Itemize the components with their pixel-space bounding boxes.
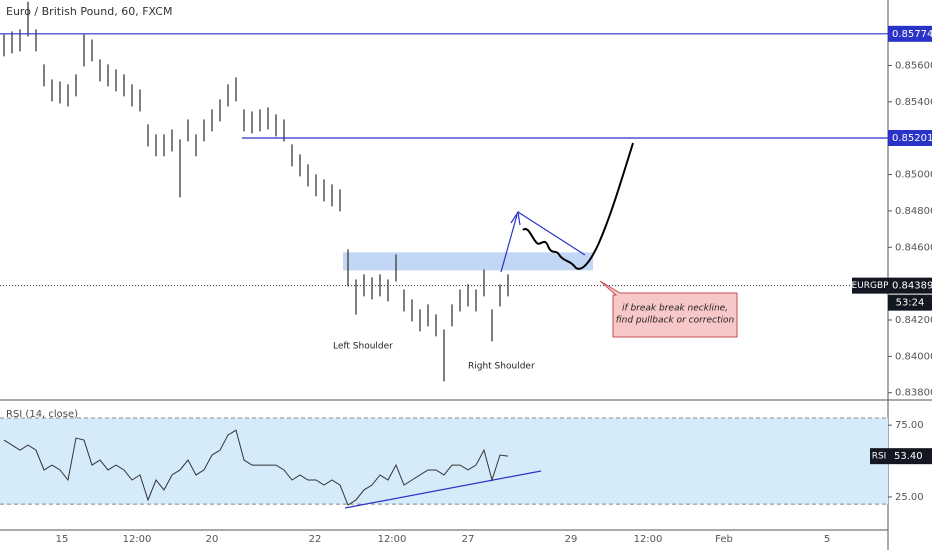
x-tick-label: 12:00	[378, 534, 407, 545]
rsi-name-badge	[870, 448, 888, 465]
annotation: Left Shoulder	[333, 342, 393, 352]
callout-text: find pullback or correction	[616, 316, 735, 326]
callout-text: if break break neckline,	[622, 304, 728, 314]
x-tick-label: 12:00	[634, 534, 663, 545]
y-tick-label: 75.00	[895, 420, 924, 431]
rsi-name: RSI	[872, 452, 887, 462]
rsi-last-label: 53.40	[894, 451, 923, 462]
x-tick-label: 27	[462, 534, 475, 545]
symbol-label: EURGBP	[851, 281, 889, 291]
x-tick-label: 15	[56, 534, 69, 545]
projection-path	[522, 142, 634, 270]
x-tick-label: 29	[565, 534, 578, 545]
level-label: 0.85774	[892, 29, 932, 40]
symbol-badge	[852, 277, 888, 294]
rsi-trend-line	[344, 470, 542, 509]
annotation: Right Shoulder	[468, 362, 535, 372]
level-label: 0.85201	[892, 133, 932, 144]
neckline-zone	[343, 252, 593, 271]
x-tick-label: Feb	[715, 534, 733, 545]
rsi-title: RSI (14, close)	[6, 409, 78, 420]
y-tick-label: 25.00	[895, 492, 924, 503]
x-tick-label: 22	[309, 534, 322, 545]
level-badge	[888, 25, 932, 42]
countdown-badge	[888, 294, 932, 311]
countdown-label: 53:24	[896, 298, 925, 309]
drawn-arrow	[500, 214, 518, 273]
rsi-line	[3, 429, 509, 506]
rsi-band	[0, 417, 888, 505]
x-tick-label: 5	[824, 534, 830, 545]
last-price-label: 0.84389	[892, 281, 932, 292]
x-tick-label: 12:00	[123, 534, 152, 545]
level-badge	[888, 130, 932, 146]
callout-box	[599, 280, 738, 338]
x-tick-label: 20	[206, 534, 219, 545]
chart-title: Euro / British Pound, 60, FXCM	[6, 5, 172, 18]
drawn-line	[517, 211, 586, 256]
last-price-badge	[888, 277, 932, 294]
rsi-last-badge	[888, 448, 932, 465]
